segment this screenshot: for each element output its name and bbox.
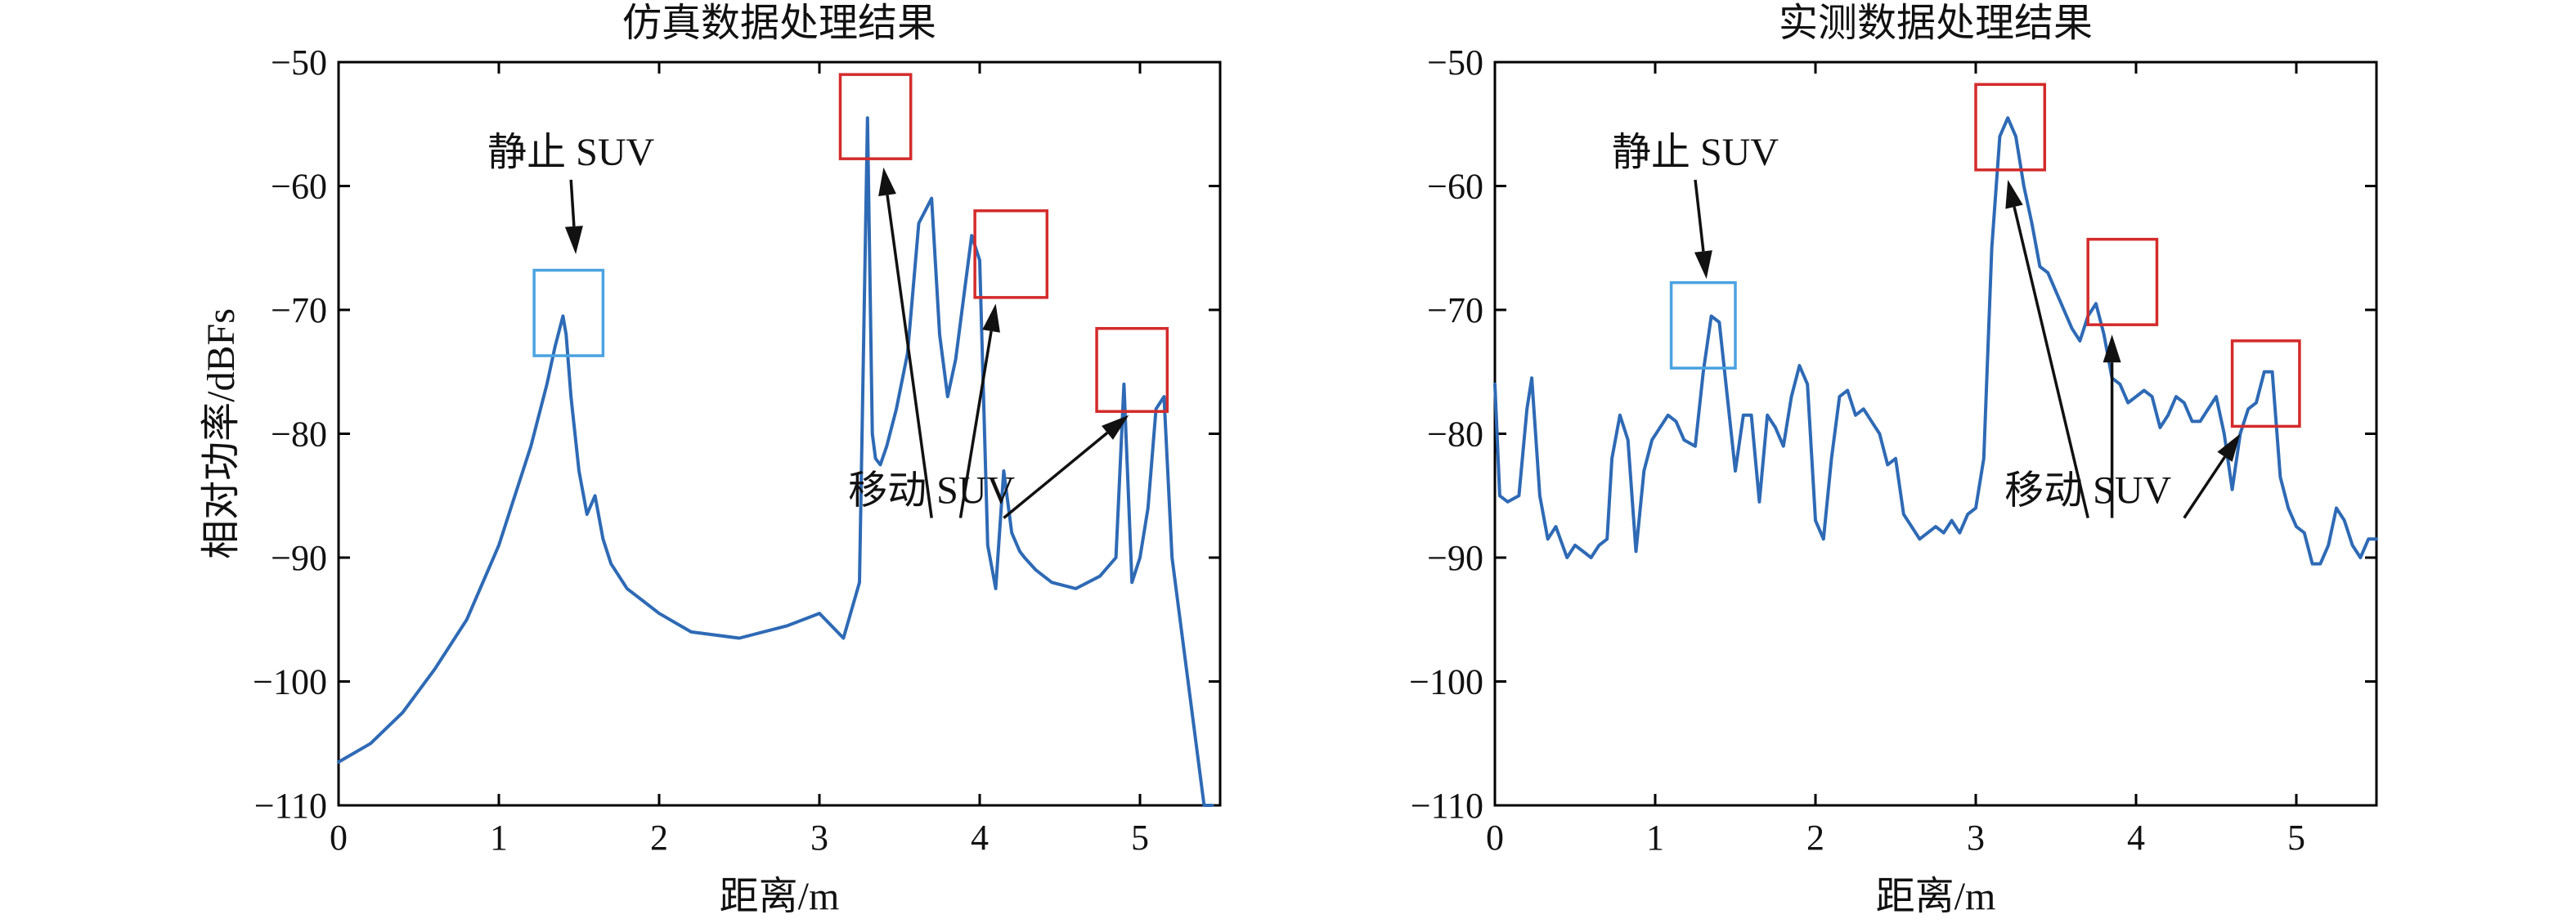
right-annotation-arrow	[2013, 206, 2089, 518]
left-chart-title: 仿真数据处理结果	[622, 2, 936, 45]
left-y-tick-label: −90	[271, 538, 327, 578]
left-y-tick-label: −100	[253, 662, 327, 702]
left-annotation-arrow	[886, 195, 933, 518]
right-y-tick-label: −80	[1427, 415, 1483, 455]
right-moving-target-box	[2086, 237, 2159, 326]
left-x-axis-label: 距离/m	[720, 875, 840, 918]
left-static-suv-label: 静止 SUV	[487, 131, 654, 174]
left-plot-frame	[337, 61, 1222, 807]
left-x-tick-label: 4	[971, 818, 989, 858]
right-y-tick-label: −70	[1427, 290, 1483, 330]
left-static-target-box	[532, 268, 605, 357]
right-moving-target-box	[2230, 339, 2301, 428]
right-static-suv-label: 静止 SUV	[1612, 131, 1779, 174]
left-y-tick-label: −80	[271, 415, 327, 455]
left-moving-suv-label: 移动 SUV	[848, 469, 1015, 513]
left-moving-target-box	[838, 73, 913, 160]
left-x-tick-label: 1	[490, 818, 508, 858]
left-x-tick-label: 3	[810, 818, 828, 858]
right-annotation-arrowhead	[2005, 179, 2023, 209]
left-chart-panel: 仿真数据处理结果 相对功率/dBFs 距离/m 0 1 2 3 4 5 −50 −60 −70 −…	[200, 2, 1222, 918]
right-static-target-box	[1669, 280, 1737, 370]
right-annotation-arrow	[2183, 455, 2227, 519]
right-chart-panel: 实测数据处理结果 距离/m 0 1 2 3 4 5 −50 −60 −70 −80 −90 −100 −…	[1409, 2, 2378, 918]
right-y-tick-label: −90	[1427, 538, 1483, 578]
left-annotation-arrowhead	[982, 303, 1000, 333]
left-moving-target-box	[1095, 326, 1169, 413]
left-y-tick-label: −110	[254, 786, 327, 826]
left-x-tick-label: 5	[1131, 818, 1149, 858]
right-y-tick-label: −100	[1409, 662, 1483, 702]
right-x-tick-label: 0	[1486, 818, 1504, 858]
right-moving-target-box	[1974, 83, 2047, 172]
right-x-axis-label: 距离/m	[1876, 875, 1996, 918]
right-moving-suv-label: 移动 SUV	[2004, 469, 2171, 513]
left-y-tick-label: −50	[271, 43, 327, 83]
right-annotation-arrowhead	[2103, 334, 2121, 363]
left-annotation-arrowhead	[878, 167, 896, 196]
right-y-tick-label: −50	[1427, 43, 1483, 83]
right-annotation-arrow	[1694, 179, 1705, 252]
left-y-axis-label: 相对功率/dBFs	[200, 308, 243, 559]
right-annotation-arrowhead	[1694, 250, 1712, 280]
left-moving-target-box	[973, 209, 1049, 299]
left-series-line	[337, 116, 1214, 807]
right-y-tick-label: −60	[1427, 167, 1483, 207]
right-x-tick-label: 1	[1646, 818, 1664, 858]
left-y-tick-label: −70	[271, 290, 327, 330]
left-annotation-arrowhead	[1102, 415, 1129, 440]
right-series-line	[1493, 116, 2378, 566]
left-y-tick-label: −60	[271, 167, 327, 207]
right-chart-title: 实测数据处理结果	[1779, 2, 2093, 45]
right-y-tick-label: −110	[1411, 786, 1483, 826]
left-annotation-arrowhead	[564, 226, 583, 254]
right-annotation-arrowhead	[2217, 433, 2241, 462]
left-annotation-arrow	[569, 179, 576, 227]
left-annotation-arrow	[1003, 432, 1109, 519]
right-x-tick-label: 4	[2127, 818, 2145, 858]
right-x-tick-label: 5	[2287, 818, 2305, 858]
left-annotation-arrow	[958, 330, 993, 518]
left-x-tick-label: 0	[330, 818, 348, 858]
left-x-tick-label: 2	[650, 818, 668, 858]
right-x-tick-label: 2	[1806, 818, 1824, 858]
right-x-tick-label: 3	[1967, 818, 1985, 858]
